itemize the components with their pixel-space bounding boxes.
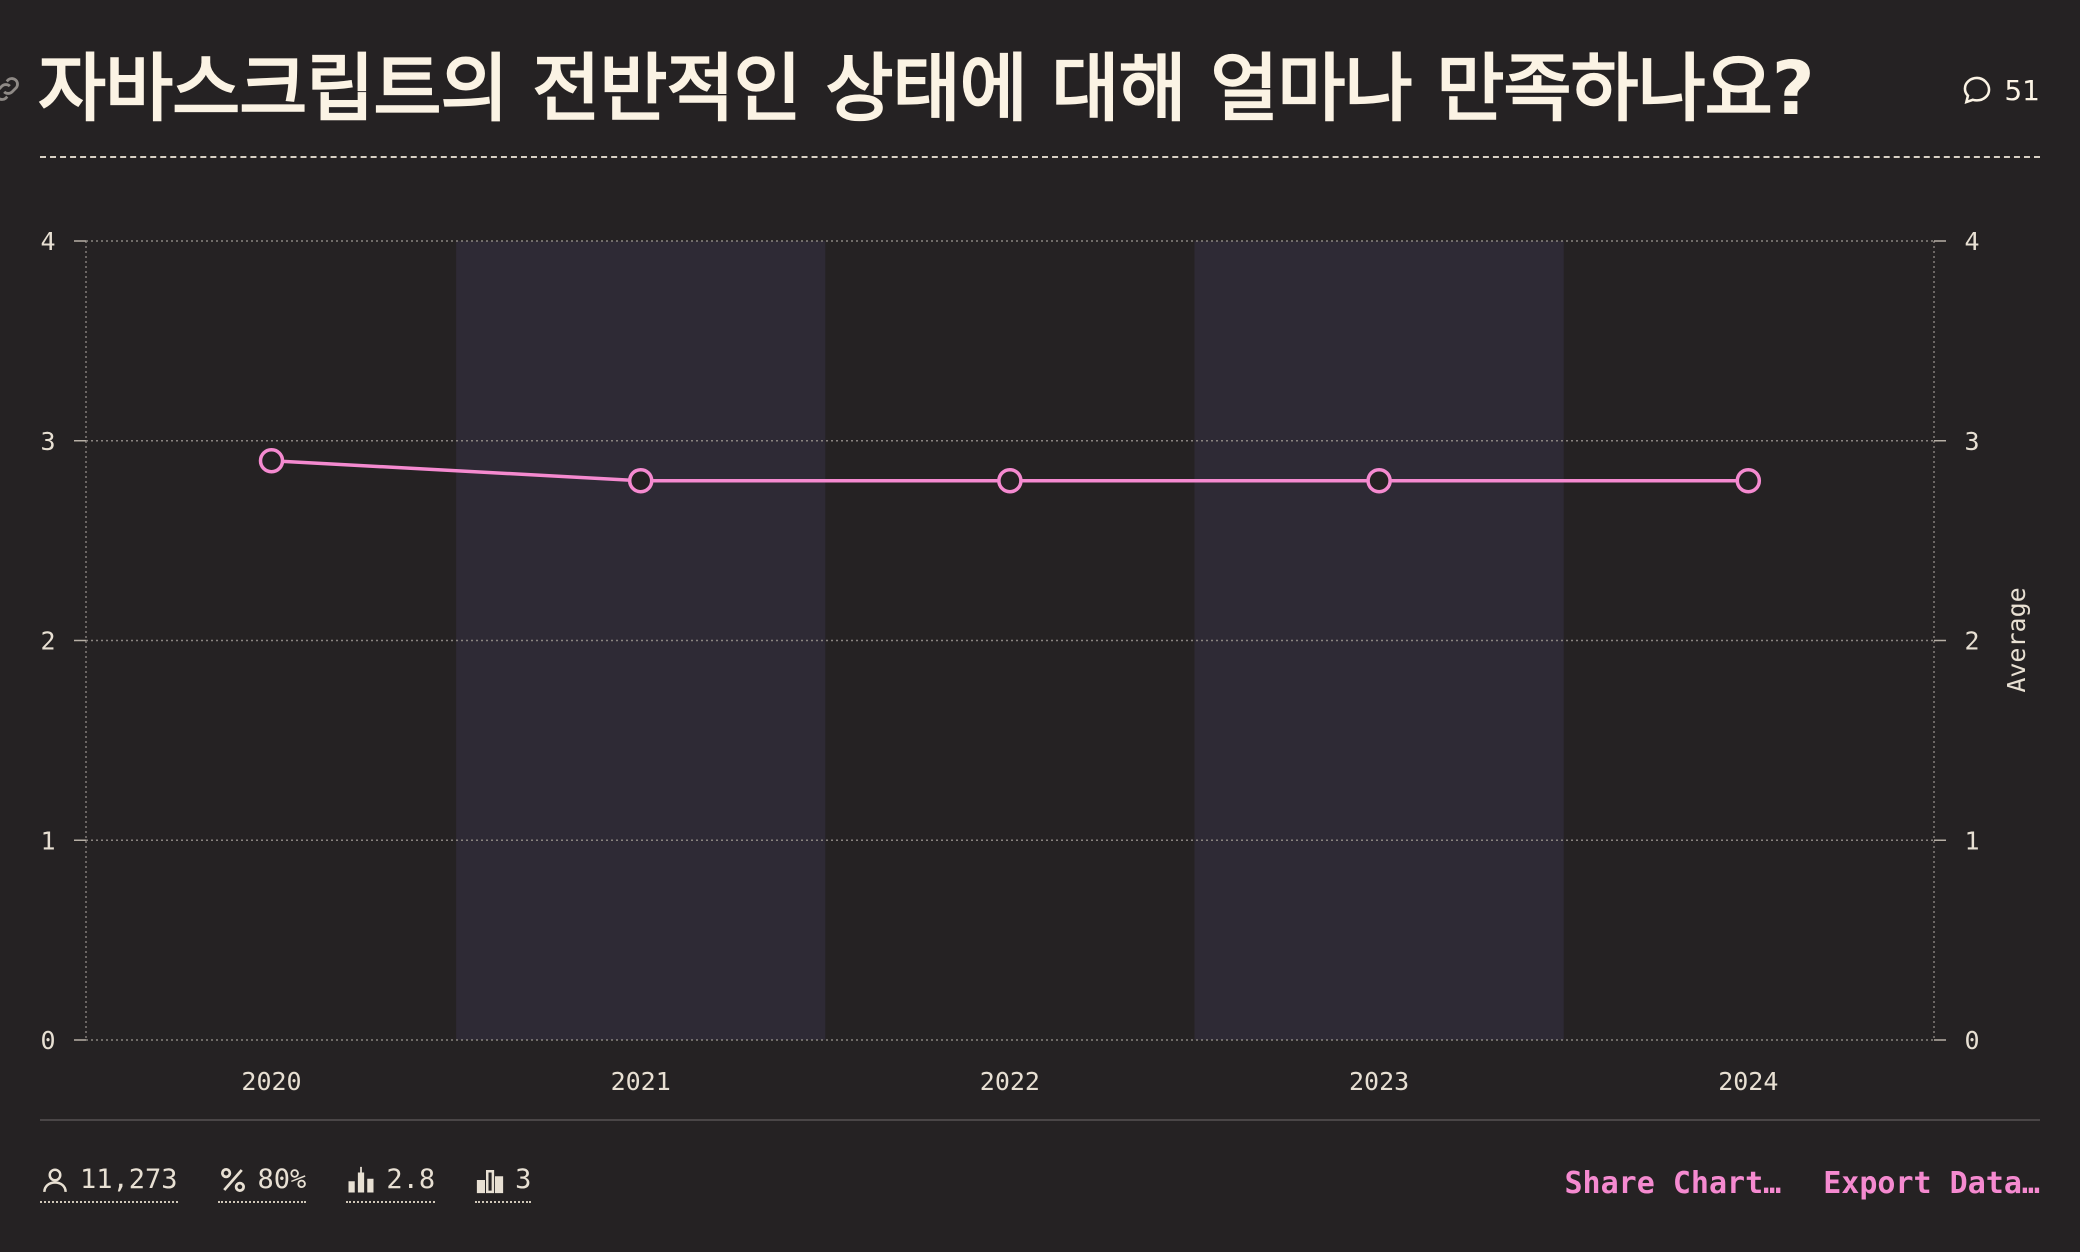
median-value: 3 [515,1164,532,1195]
left-tick-label-1: 1 [40,826,55,855]
left-tick-label-4: 4 [40,227,55,256]
footer-divider [40,1119,2040,1121]
x-tick-label-2024: 2024 [1718,1067,1778,1096]
chart-actions: Share Chart… Export Data… [1565,1166,2041,1201]
right-tick-label-3: 3 [1964,427,1979,456]
median-stat[interactable]: 3 [475,1164,532,1203]
stats-bar: 11,273 80% 2.8 3 [40,1164,532,1203]
right-axis-label: Average [2002,587,2031,692]
bar-chart-icon [476,1169,504,1193]
column-band-2023 [1194,241,1564,1040]
right-tick-label-4: 4 [1964,227,1979,256]
left-tick-label-0: 0 [40,1026,55,1055]
respondents-value: 11,273 [80,1164,178,1195]
page-title: 자바스크립트의 전반적인 상태에 대해 얼마나 만족하나요? [38,46,1815,132]
chart-header: 자바스크립트의 전반적인 상태에 대해 얼마나 만족하나요? 51 [0,0,2080,160]
comments-button[interactable]: 51 [1960,70,2040,110]
data-point-2021 [627,467,654,494]
x-tick-label-2021: 2021 [611,1067,671,1096]
person-icon [43,1168,67,1192]
candlestick-icon [348,1166,374,1192]
line-chart: 0 1 2 3 4 0 1 2 3 4 2020 2021 2022 2023 2024 Average [40,227,2031,1096]
data-point-2023 [1366,467,1392,494]
x-tick-label-2020: 2020 [241,1067,301,1096]
right-tick-label-2: 2 [1964,627,1979,656]
chart-grid [85,240,1935,1041]
data-point-2022 [997,467,1023,494]
right-tick-label-0: 0 [1964,1026,1979,1055]
speech-bubble-icon [1964,76,1991,105]
x-tick-label-2022: 2022 [980,1067,1040,1096]
x-axis: 2020 2021 2022 2023 2024 [241,1067,1778,1096]
share-chart-button[interactable]: Share Chart… [1564,1166,1782,1201]
left-y-axis: 0 1 2 3 4 [40,227,86,1055]
comment-count: 51 [2004,73,2040,107]
percentage-value: 80% [257,1164,307,1195]
data-point-2020 [258,447,285,474]
right-tick-label-1: 1 [1964,826,1979,855]
average-stat[interactable]: 2.8 [346,1164,436,1203]
x-tick-label-2023: 2023 [1349,1067,1409,1096]
percent-icon [220,1167,245,1192]
left-tick-label-2: 2 [40,627,55,656]
average-value: 2.8 [386,1164,436,1195]
data-point-2024 [1735,467,1762,494]
chart-series [258,447,1762,494]
link-icon[interactable] [0,72,24,106]
export-data-button[interactable]: Export Data… [1823,1166,2040,1201]
percentage-stat[interactable]: 80% [217,1164,307,1203]
left-tick-label-3: 3 [40,427,55,456]
title-divider [40,156,2040,158]
respondents-stat[interactable]: 11,273 [40,1164,178,1203]
right-y-axis: 0 1 2 3 4 [1934,227,1980,1055]
